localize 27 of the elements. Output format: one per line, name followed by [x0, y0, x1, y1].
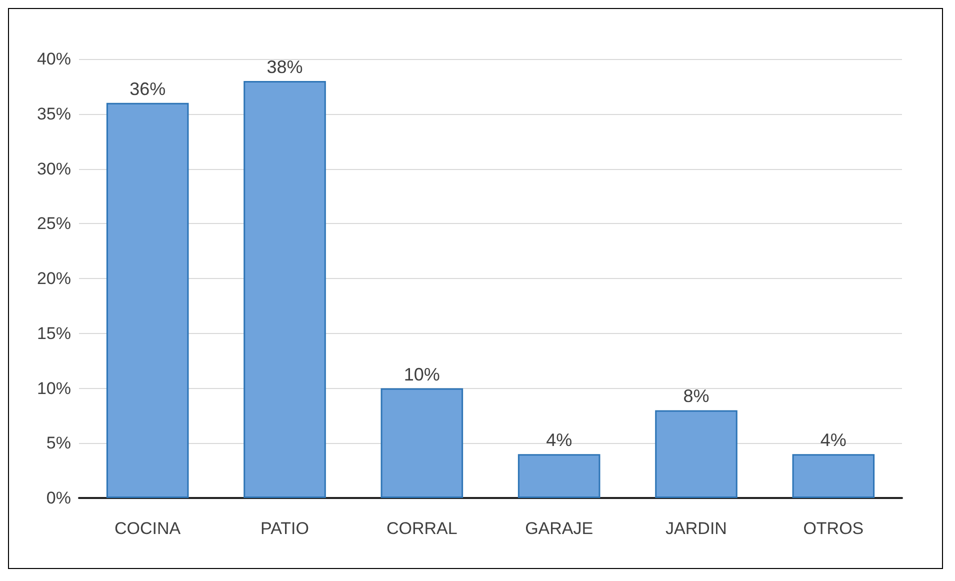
x-tick-label: OTROS: [803, 519, 864, 538]
bar: [106, 102, 189, 498]
x-tick-label: CORRAL: [386, 519, 458, 538]
bar: [792, 454, 875, 498]
bar: [244, 80, 326, 498]
data-label: 4%: [820, 430, 846, 450]
y-tick-label: 5%: [46, 434, 71, 453]
y-tick-label: 30%: [36, 159, 71, 178]
bar: [380, 388, 464, 498]
data-label: 38%: [266, 56, 303, 77]
y-tick-label: 35%: [36, 104, 71, 124]
data-label: 10%: [404, 364, 440, 384]
y-tick-label: 15%: [36, 324, 71, 343]
bar: [518, 454, 600, 498]
y-tick-label: 40%: [36, 50, 71, 68]
y-tick-label: 20%: [36, 269, 71, 288]
x-tick-label: PATIO: [260, 519, 309, 538]
bar: [655, 410, 738, 498]
y-tick-label: 25%: [36, 214, 71, 234]
data-label: 8%: [683, 386, 710, 406]
y-tick-label: 0%: [46, 488, 71, 508]
x-tick-label: COCINA: [114, 519, 182, 538]
data-label: 36%: [130, 78, 166, 99]
data-label: 4%: [546, 430, 572, 450]
x-tick-label: GARAJE: [525, 519, 594, 538]
x-tick-label: JARDIN: [666, 519, 727, 538]
y-tick-label: 10%: [36, 378, 71, 398]
